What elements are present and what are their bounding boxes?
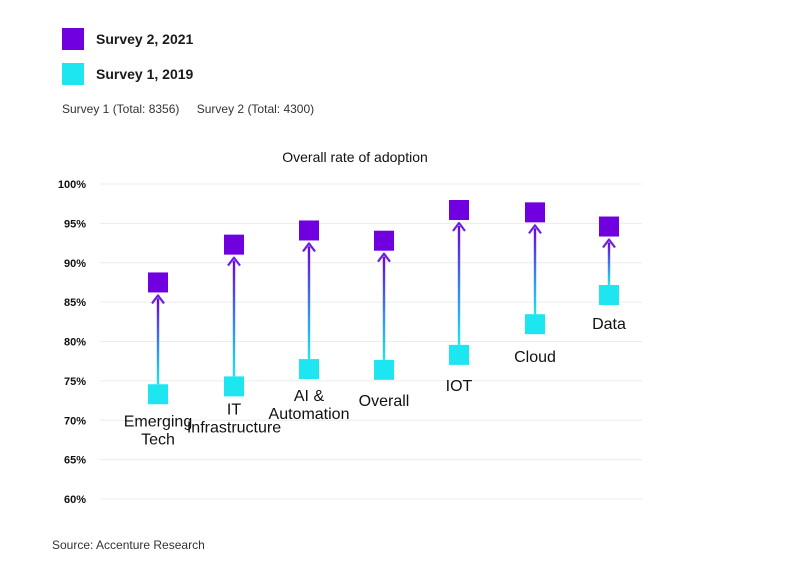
survey-1-point [525, 314, 545, 335]
y-tick-label: 65% [64, 455, 86, 467]
category-label-line: Emerging [124, 413, 192, 430]
category-label-line: IT [227, 401, 241, 418]
legend-item-survey-1: Survey 1, 2019 [62, 63, 193, 85]
change-arrow-head [602, 238, 616, 249]
change-arrow-shaft [607, 242, 611, 286]
survey-1-point [148, 384, 168, 405]
category-label-line: AI & [294, 388, 325, 405]
survey-2-point [374, 230, 394, 251]
change-arrow-shaft [457, 225, 461, 345]
change-arrow-head [452, 221, 466, 232]
change-arrow-shaft [307, 246, 311, 360]
change-arrow-shaft [533, 228, 537, 315]
survey-2-point [599, 216, 619, 237]
change-arrow-shaft [382, 256, 386, 360]
change-arrow-head [227, 256, 241, 267]
category-label: IOT [446, 378, 473, 395]
survey-2-point [224, 234, 244, 255]
change-arrow-head [528, 224, 542, 235]
category-label-line: Data [592, 316, 626, 333]
survey-1-point [449, 344, 469, 365]
category-label: AI & Automation [269, 388, 350, 423]
category-label: Emerging Tech [124, 413, 192, 448]
change-arrow-shaft [232, 260, 236, 377]
legend-item-survey-2: Survey 2, 2021 [62, 28, 193, 50]
category-label-line: Cloud [514, 349, 556, 366]
legend-swatch-survey-1 [62, 63, 84, 85]
y-tick-label: 60% [64, 494, 86, 506]
survey-1-point [599, 285, 619, 306]
y-tick-label: 90% [64, 258, 86, 270]
y-tick-label: 95% [64, 218, 86, 230]
survey-1-point [224, 376, 244, 397]
category-label: IT Infrastructure [187, 401, 281, 436]
survey-2-point [525, 202, 545, 223]
survey-totals: Survey 1 (Total: 8356) Survey 2 (Total: … [62, 102, 328, 116]
category-label-line: IOT [446, 378, 473, 395]
survey-1-total: Survey 1 (Total: 8356) [62, 102, 180, 116]
change-arrow-head [302, 242, 316, 253]
chart-title: Overall rate of adoption [282, 149, 428, 165]
category-label-line: Overall [359, 393, 410, 410]
y-tick-label: 80% [64, 337, 86, 349]
source-note: Source: Accenture Research [52, 538, 205, 552]
y-tick-label: 70% [64, 415, 86, 427]
legend-label-survey-1: Survey 1, 2019 [96, 66, 194, 82]
survey-2-point [299, 220, 319, 241]
category-label-line: Infrastructure [187, 419, 281, 436]
survey-1-point [374, 359, 394, 380]
category-label: Overall [359, 393, 410, 410]
y-tick-label: 75% [64, 376, 86, 388]
category-label-line: Tech [141, 431, 175, 448]
y-tick-label: 85% [64, 297, 86, 309]
category-label: Data [592, 316, 626, 333]
category-label-line: Automation [269, 406, 350, 423]
change-arrow-head [377, 252, 391, 263]
survey-2-total: Survey 2 (Total: 4300) [196, 102, 315, 116]
change-arrow-shaft [156, 298, 160, 385]
change-arrow-head [151, 294, 165, 305]
survey-2-point [449, 199, 469, 220]
y-tick-label: 100% [58, 179, 86, 191]
survey-2-point [148, 272, 168, 293]
legend-label-survey-2: Survey 2, 2021 [96, 31, 194, 47]
survey-1-point [299, 359, 319, 380]
legend: Survey 2, 2021 Survey 1, 2019 [62, 28, 193, 98]
legend-swatch-survey-2 [62, 28, 84, 50]
category-label: Cloud [514, 349, 556, 366]
